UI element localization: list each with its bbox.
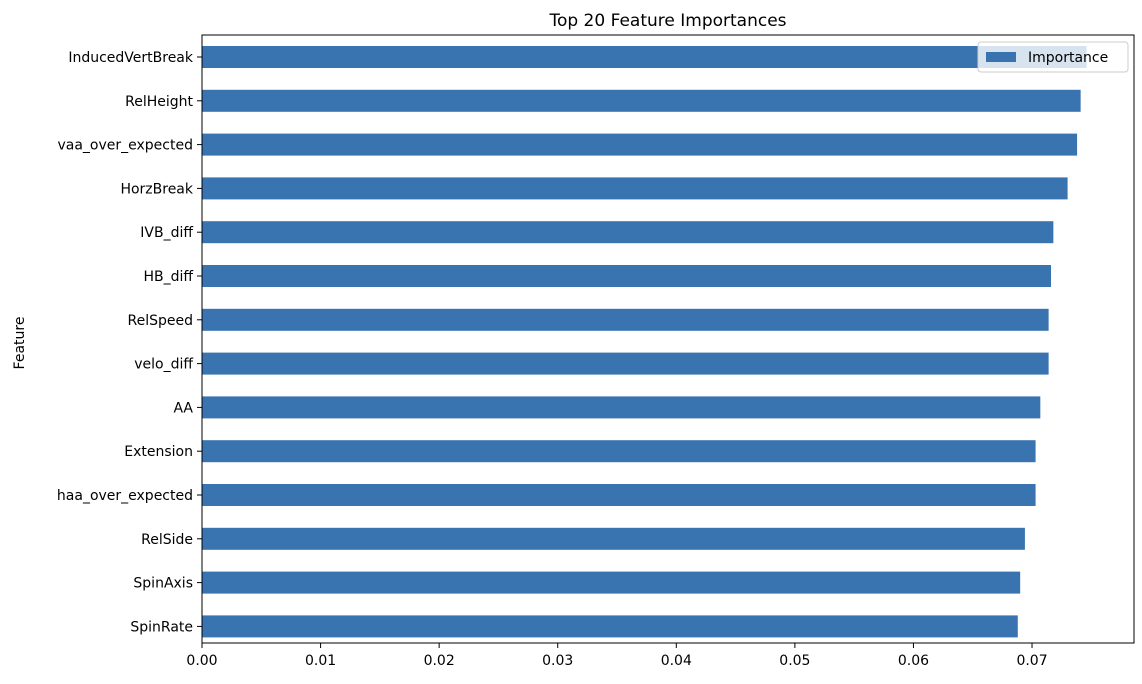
bar-HorzBreak [202, 177, 1068, 200]
y-tick-label-vaa_over_expected: vaa_over_expected [57, 138, 193, 154]
y-tick-label-HorzBreak: HorzBreak [120, 181, 193, 197]
y-tick-label-Extension: Extension [124, 444, 193, 460]
y-tick-label-HB_diff: HB_diff [143, 269, 193, 285]
bar-haa_over_expected [202, 484, 1036, 506]
y-axis-label: Feature [12, 317, 28, 370]
x-tick-label: 0.00 [186, 653, 217, 669]
bar-RelSpeed [202, 308, 1049, 331]
legend-swatch [986, 52, 1016, 62]
y-tick-label-SpinAxis: SpinAxis [133, 576, 193, 592]
bar-SpinAxis [202, 571, 1021, 594]
bar-InducedVertBreak [202, 46, 1087, 68]
legend-box [977, 41, 1129, 73]
bar-AA [202, 396, 1041, 419]
x-tick-label: 0.02 [424, 653, 455, 669]
x-tick-label: 0.01 [305, 653, 336, 669]
x-tick-label: 0.05 [779, 653, 810, 669]
bar-velo_diff [202, 352, 1049, 375]
x-tick-label: 0.03 [542, 653, 573, 669]
bar-RelSide [202, 527, 1025, 550]
bar-HB_diff [202, 265, 1051, 287]
chart-title: Top 20 Feature Importances [548, 11, 786, 31]
x-tick-label: 0.06 [898, 653, 929, 669]
bar-RelHeight [202, 89, 1081, 112]
legend: Importance [977, 41, 1129, 73]
bar-vaa_over_expected [202, 133, 1078, 156]
y-tick-label-RelHeight: RelHeight [125, 94, 193, 110]
bars-layer [202, 46, 1087, 638]
y-tick-label-InducedVertBreak: InducedVertBreak [68, 50, 194, 66]
y-tick-label-haa_over_expected: haa_over_expected [57, 488, 193, 504]
bar-SpinRate [202, 615, 1018, 638]
legend-label: Importance [1028, 50, 1108, 66]
y-tick-label-RelSpeed: RelSpeed [128, 313, 194, 329]
bar-IVB_diff [202, 221, 1054, 244]
axes-layer: InducedVertBreak RelHeight vaa_over_expect… [57, 34, 1135, 669]
plot-frame [201, 34, 1135, 644]
y-tick-label-SpinRate: SpinRate [130, 619, 193, 635]
bar-Extension [202, 440, 1036, 463]
x-tick-label: 0.04 [661, 653, 692, 669]
y-tick-label-velo_diff: velo_diff [134, 357, 193, 373]
y-tick-label-AA: AA [173, 400, 193, 416]
y-tick-label-IVB_diff: IVB_diff [140, 225, 193, 241]
y-tick-label-RelSide: RelSide [141, 532, 193, 548]
x-tick-label: 0.07 [1016, 653, 1047, 669]
